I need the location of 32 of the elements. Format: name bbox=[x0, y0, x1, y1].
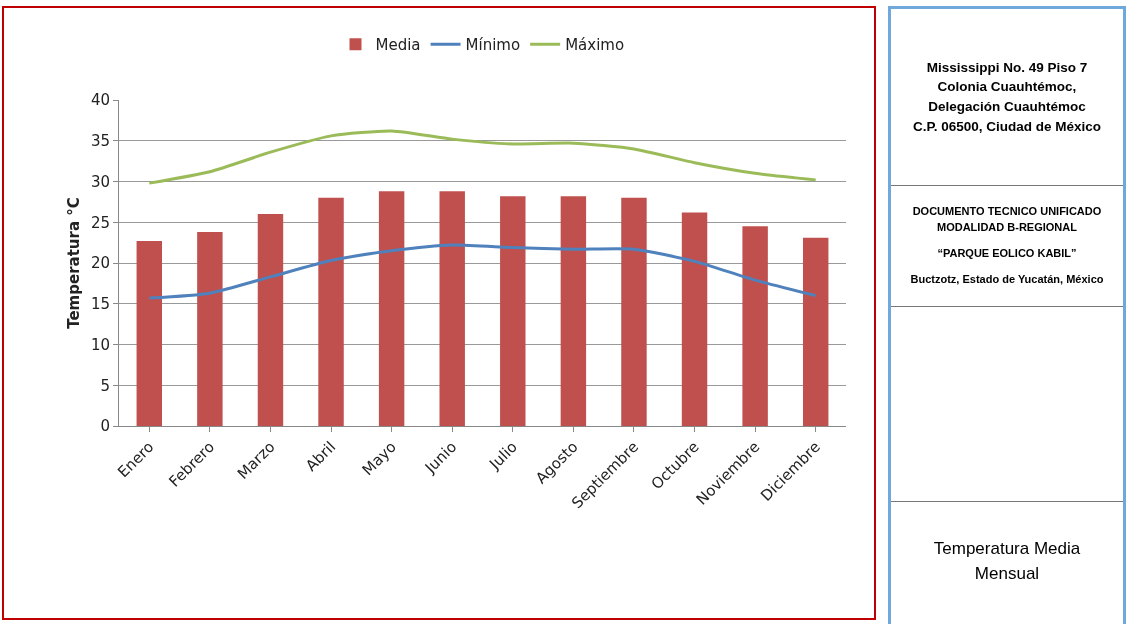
bar bbox=[197, 232, 223, 426]
bar bbox=[439, 191, 465, 426]
y-tick-label: 40 bbox=[90, 91, 110, 110]
y-tick-label: 20 bbox=[90, 254, 110, 273]
y-tick-label: 10 bbox=[90, 335, 110, 354]
text: DOCUMENTO TECNICO UNIFICADO MODALIDAD B-REGIONAL bbox=[912, 204, 1102, 236]
line-series bbox=[147, 243, 818, 300]
legend-label: Media bbox=[375, 35, 421, 54]
y-tick-label: 35 bbox=[90, 132, 110, 150]
bar bbox=[681, 212, 708, 426]
y-tick-label: 0 bbox=[100, 417, 110, 436]
y-tick-label: 15 bbox=[90, 295, 110, 313]
bar bbox=[257, 214, 284, 426]
text: Mississippi No. 49 Piso 7 Colonia Cuauhtémoc, Delegación Cuauhtémoc C.P. 06500, Ciudad de México bbox=[912, 58, 1102, 136]
text: Buctzotz, Estado de Yucatán, México bbox=[910, 271, 1104, 287]
bar bbox=[560, 196, 587, 426]
y-tick-label: 30 bbox=[90, 172, 110, 191]
text: “PARQUE EOLICO KABIL” bbox=[937, 246, 1077, 261]
bar bbox=[621, 197, 647, 426]
bar bbox=[318, 197, 344, 426]
y-tick-label: 5 bbox=[100, 376, 110, 395]
line-series bbox=[147, 129, 818, 185]
y-axis-title: Temperatura °C bbox=[65, 197, 83, 329]
bar bbox=[136, 241, 163, 426]
text: Temperatura Media Mensual bbox=[932, 538, 1082, 585]
bar bbox=[378, 191, 405, 426]
bar bbox=[802, 237, 829, 426]
legend-label: Mínimo bbox=[465, 35, 521, 54]
bar bbox=[500, 196, 526, 426]
y-tick-label: 25 bbox=[90, 213, 110, 232]
bar bbox=[742, 226, 768, 426]
legend-label: Máximo bbox=[565, 35, 625, 54]
